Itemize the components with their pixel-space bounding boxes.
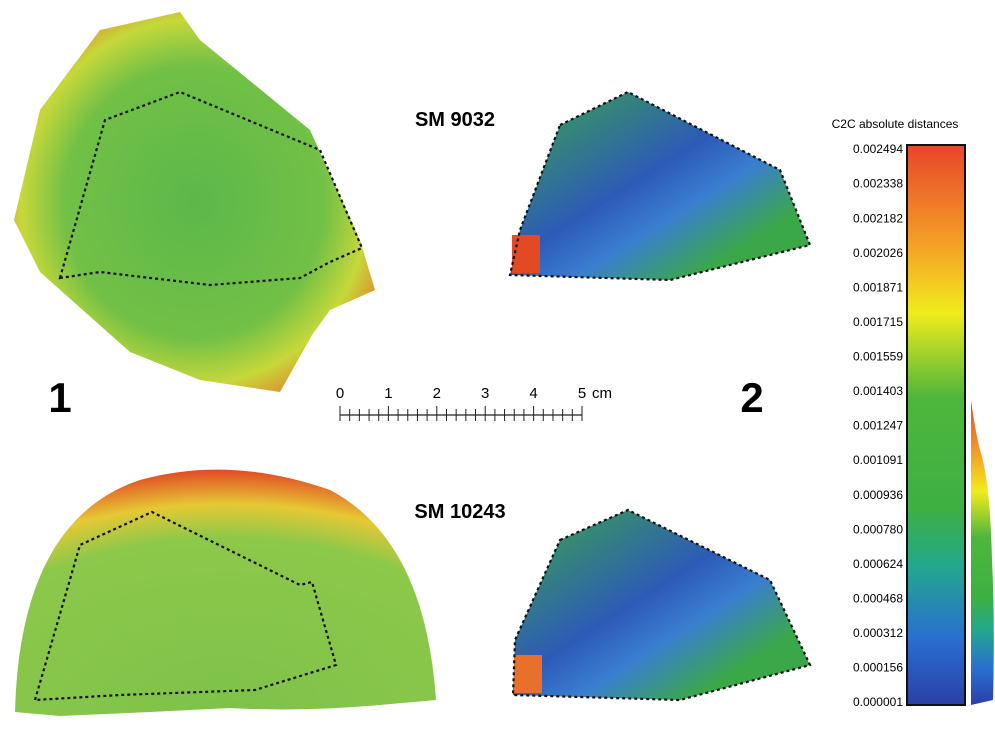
roi <box>58 90 364 287</box>
colorbar-title: C2C absolute distances <box>832 117 959 131</box>
panel-label: 2 <box>740 374 763 421</box>
colorbar-tick-label: 0.001559 <box>853 350 903 364</box>
colorbar-tick-label: 0.001871 <box>853 280 903 294</box>
colorbar-tick-label: 0.000468 <box>853 591 903 605</box>
fragment-bottom-left <box>15 469 436 716</box>
fragment-top-right <box>510 92 810 280</box>
colorbar-tick-label: 0.002338 <box>853 177 903 191</box>
scale-label: 4 <box>529 385 537 402</box>
scale-bar: 0 1 2 3 4 5 cm <box>336 385 612 421</box>
colorbar-tick-label: 0.000312 <box>853 626 903 640</box>
histogram <box>971 400 994 705</box>
scale-label: 1 <box>384 385 392 402</box>
colorbar-tick-label: 0.001091 <box>853 453 903 467</box>
colorbar-tick-label: 0.001715 <box>853 315 903 329</box>
sample-label: SM 9032 <box>415 109 495 131</box>
colorbar-tick-label: 0.002494 <box>853 142 903 156</box>
roi <box>33 510 338 702</box>
hotspot <box>514 655 542 693</box>
roi <box>511 508 812 702</box>
colorbar-tick-label: 0.000936 <box>853 488 903 502</box>
fragments <box>14 12 812 716</box>
colorbar-tick-label: 0.002026 <box>853 246 903 260</box>
colorbar: C2C absolute distances 0.002494 0.002338 0… <box>832 117 994 709</box>
sample-label: SM 10243 <box>414 501 505 523</box>
scale-label: 3 <box>481 385 489 402</box>
colorbar-tick-label: 0.001247 <box>853 419 903 433</box>
scale-unit: cm <box>592 385 612 402</box>
colorbar-tick-label: 0.000001 <box>853 695 903 709</box>
colorbar-tick-label: 0.000624 <box>853 557 903 571</box>
roi <box>508 90 812 282</box>
colorbar-tick-label: 0.000780 <box>853 522 903 536</box>
colorbar-tick-label: 0.001403 <box>853 384 903 398</box>
colorbar-tick-label: 0.002182 <box>853 211 903 225</box>
hotspot <box>512 235 540 273</box>
scale-label: 5 <box>578 385 586 402</box>
panel-label: 1 <box>48 374 71 421</box>
colorbar-ramp <box>906 144 966 706</box>
fragment-top-left <box>14 12 375 392</box>
colorbar-tick-label: 0.000156 <box>853 661 903 675</box>
fragment-bottom-right <box>513 510 810 700</box>
scale-label: 2 <box>433 385 441 402</box>
scale-label: 0 <box>336 385 344 402</box>
